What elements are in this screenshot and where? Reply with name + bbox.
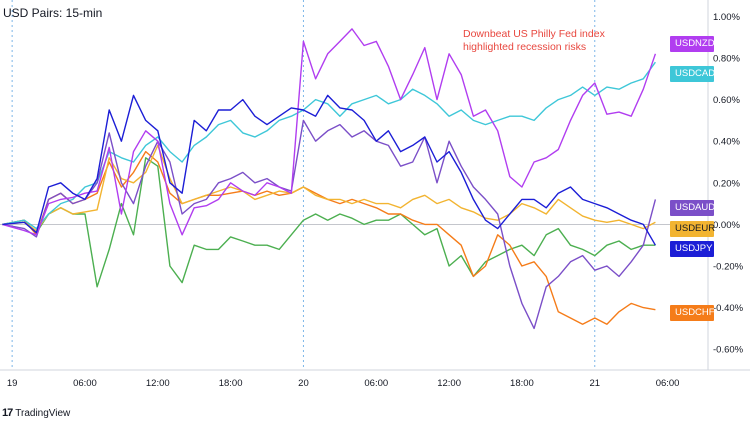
y-tick-label: 0.40% [713,137,740,148]
y-tick-label: -0.40% [713,303,744,314]
series-line-usdaud [2,119,657,330]
series-line-usdjpy [2,94,657,246]
x-tick-label: 20 [298,378,309,389]
x-tick-label: 21 [589,378,600,389]
x-tick-label: 12:00 [437,378,461,389]
x-tick-label: 12:00 [146,378,170,389]
session-breaks [11,0,596,370]
series-line-green [2,157,656,288]
series-tag-usdnzd: USDNZD [670,36,715,52]
x-tick-label: 19 [7,378,18,389]
series-line-usdnzd [2,28,657,236]
x-tick-label: 18:00 [219,378,243,389]
x-tick-label: 18:00 [510,378,534,389]
series-tag-usdeur: USDEUR [670,221,715,237]
y-tick-label: 0.00% [713,220,740,231]
series-lines [2,28,657,330]
y-tick-label: 1.00% [713,12,740,23]
y-tick-label: -0.60% [713,345,744,356]
y-tick-label: 0.20% [713,178,740,189]
x-tick-label: 06:00 [73,378,97,389]
series-tag-usdchf: USDCHF [670,305,715,321]
series-line-usdchf [2,150,656,325]
y-tick-label: 0.60% [713,95,740,106]
x-tick-label: 06:00 [364,378,388,389]
series-line-usdcad [2,61,656,230]
brand: 17 TradingView [2,407,70,419]
y-tick-label: -0.20% [713,262,744,273]
y-tick-label: 0.80% [713,54,740,65]
brand-label: TradingView [15,407,71,419]
x-tick-label: 06:00 [656,378,680,389]
series-tag-usdjpy: USDJPY [670,241,714,257]
chart-annotation: Downbeat US Philly Fed index highlighted… [463,28,605,53]
x-axis: 19 06:00 12:00 18:00 20 06:00 12:00 18:00 21 06:0… [0,369,750,389]
series-tag-usdcad: USDCAD [670,66,715,82]
tradingview-logo-icon: 17 [2,407,13,419]
series-tag-usdaud: USDAUD [670,200,715,216]
chart-title: USD Pairs: 15-min [3,6,103,20]
